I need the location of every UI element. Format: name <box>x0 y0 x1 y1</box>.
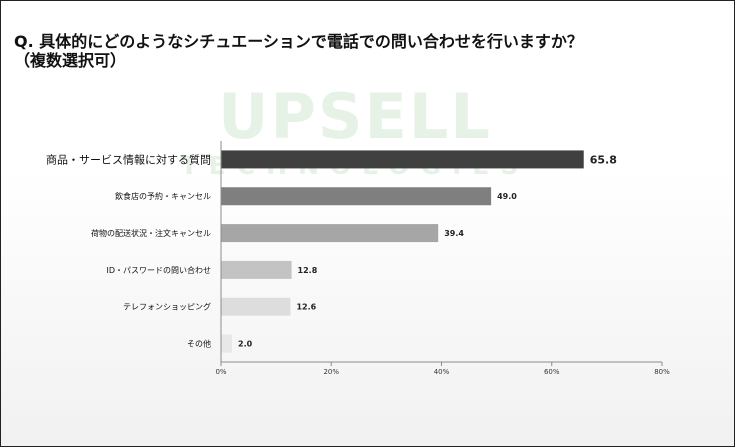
category-label: テレフォンショッピング <box>123 302 211 312</box>
x-tick-label: 20% <box>323 368 339 376</box>
category-label: ID・パスワードの問い合わせ <box>106 265 211 275</box>
value-label: 49.0 <box>497 192 517 201</box>
value-label: 12.8 <box>298 266 318 275</box>
bar <box>221 224 439 243</box>
category-label: 荷物の配送状況・注文キャンセル <box>91 228 211 238</box>
bar <box>221 260 292 279</box>
bar <box>221 297 291 316</box>
value-label: 39.4 <box>444 229 464 238</box>
value-label: 2.0 <box>238 339 253 348</box>
question-title: Q. 具体的にどのようなシチュエーションで電話での問い合わせを行いますか？ （複… <box>14 32 583 70</box>
value-label: 12.6 <box>296 303 316 312</box>
category-label: 商品・サービス情報に対する質問 <box>46 152 211 166</box>
bar <box>221 334 233 353</box>
category-label: 飲食店の予約・キャンセル <box>115 191 211 201</box>
value-label: 65.8 <box>590 153 617 166</box>
x-tick-label: 40% <box>434 368 450 376</box>
category-label: その他 <box>187 338 211 348</box>
bar <box>221 187 492 206</box>
x-tick-label: 0% <box>215 368 226 376</box>
bar <box>221 150 584 169</box>
question-line-1: Q. 具体的にどのようなシチュエーションで電話での問い合わせを行いますか？ <box>14 32 583 51</box>
x-tick-label: 60% <box>544 368 560 376</box>
question-line-2: （複数選択可） <box>14 51 127 70</box>
x-tick-label: 80% <box>654 368 670 376</box>
